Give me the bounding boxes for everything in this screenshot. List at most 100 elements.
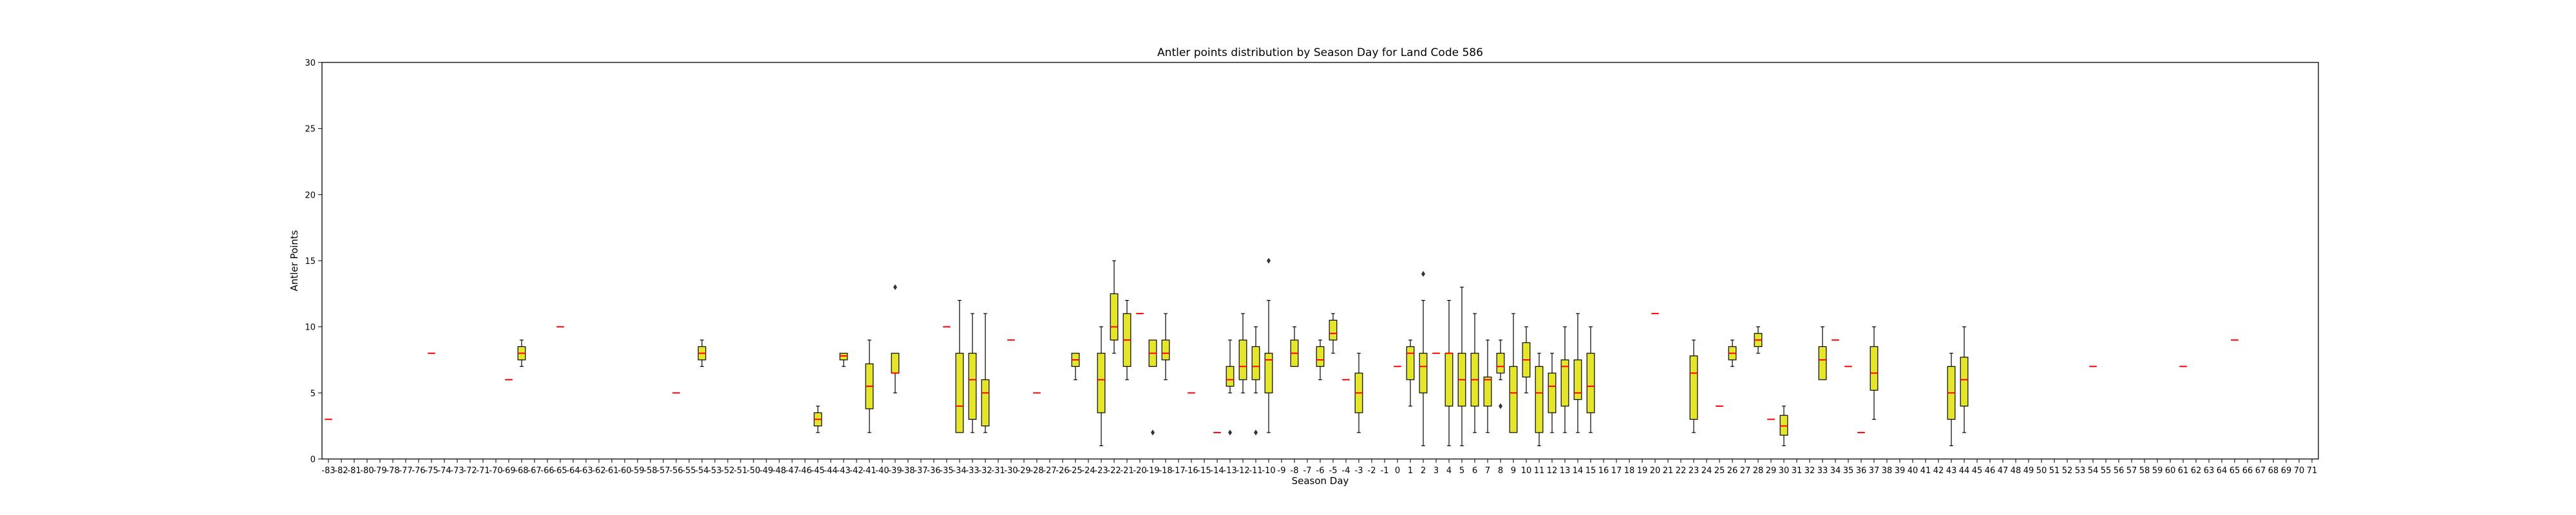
x-tick-label: -68 <box>515 466 528 476</box>
x-tick-label: 68 <box>2268 466 2279 476</box>
x-tick-label: 44 <box>1959 466 1970 476</box>
box-day--12 <box>1238 313 1247 393</box>
x-tick-label: 54 <box>2088 466 2099 476</box>
box-iqr <box>1329 319 1338 341</box>
y-tick-label: 5 <box>310 389 316 398</box>
x-tick-label: -50 <box>746 466 760 476</box>
y-tick-label: 30 <box>305 59 316 68</box>
box-iqr <box>891 353 900 374</box>
x-tick-label: -8 <box>1291 466 1299 476</box>
x-tick-label: 56 <box>2114 466 2125 476</box>
x-tick-label: -21 <box>1120 466 1133 476</box>
box-day-37 <box>1870 326 1879 420</box>
chart-title: Antler points distribution by Season Day… <box>1157 46 1483 59</box>
x-tick-label: 63 <box>2204 466 2215 476</box>
box-day--19 <box>1148 339 1157 436</box>
x-tick-label: -27 <box>1043 466 1056 476</box>
box-day--33 <box>968 313 977 433</box>
outlier-point <box>893 284 897 290</box>
x-tick-label: 31 <box>1792 466 1803 476</box>
box-day-2 <box>1419 271 1428 447</box>
box-day--22 <box>1110 260 1119 354</box>
x-tick-label: -66 <box>540 466 554 476</box>
x-tick-label: 16 <box>1598 466 1609 476</box>
y-axis-label: Antler Points <box>289 230 300 291</box>
x-tick-label: -25 <box>1068 466 1082 476</box>
box-iqr <box>1960 357 1969 407</box>
x-tick-label: 46 <box>1985 466 1996 476</box>
x-tick-label: -37 <box>914 466 927 476</box>
box-day-28 <box>1754 326 1763 354</box>
x-tick-label: 65 <box>2230 466 2240 476</box>
x-tick-label: -11 <box>1249 466 1262 476</box>
x-tick-label: -60 <box>618 466 631 476</box>
x-tick-label: 48 <box>2011 466 2022 476</box>
box-day-14 <box>1573 313 1582 433</box>
x-tick-label: 15 <box>1586 466 1596 476</box>
x-tick-label: 1 <box>1408 466 1413 476</box>
x-tick-label: 19 <box>1637 466 1648 476</box>
x-tick-label: 20 <box>1650 466 1661 476</box>
x-tick-label: -33 <box>965 466 979 476</box>
x-tick-label: 12 <box>1547 466 1558 476</box>
x-tick-label: -42 <box>849 466 863 476</box>
x-tick-label: -14 <box>1210 466 1224 476</box>
box-day-15 <box>1586 326 1595 433</box>
x-tick-label: 10 <box>1521 466 1532 476</box>
x-tick-label: -4 <box>1342 466 1350 476</box>
x-tick-label: -47 <box>785 466 799 476</box>
box-day--39 <box>891 284 900 393</box>
box-iqr <box>1419 353 1428 393</box>
x-tick-label: 9 <box>1511 466 1516 476</box>
x-tick-label: 60 <box>2165 466 2176 476</box>
x-tick-label: -76 <box>412 466 425 476</box>
box-day-6 <box>1470 313 1479 433</box>
x-tick-label: 62 <box>2191 466 2202 476</box>
x-tick-label: 50 <box>2036 466 2047 476</box>
box-iqr <box>1444 353 1454 407</box>
x-tick-label: -59 <box>630 466 644 476</box>
box-iqr <box>1238 339 1247 380</box>
box-iqr <box>1818 346 1827 380</box>
x-tick-label: 55 <box>2101 466 2112 476</box>
x-tick-label: -28 <box>1030 466 1043 476</box>
box-day--21 <box>1122 300 1132 380</box>
x-tick-label: 14 <box>1573 466 1584 476</box>
x-tick-label: 21 <box>1663 466 1674 476</box>
x-tick-label: -24 <box>1081 466 1095 476</box>
x-tick-label: 34 <box>1830 466 1841 476</box>
box-day-7 <box>1483 339 1492 433</box>
x-tick-label: -10 <box>1262 466 1275 476</box>
x-tick-label: 2 <box>1421 466 1426 476</box>
x-tick-label: -75 <box>424 466 438 476</box>
y-tick-label: 20 <box>305 191 316 200</box>
box-iqr <box>1535 366 1544 433</box>
x-tick-label: 6 <box>1472 466 1477 476</box>
box-iqr <box>1264 353 1273 393</box>
outlier-point <box>1499 403 1502 409</box>
box-iqr <box>968 353 977 420</box>
x-tick-label: 37 <box>1869 466 1880 476</box>
x-tick-label: 0 <box>1395 466 1400 476</box>
x-tick-label: -20 <box>1133 466 1146 476</box>
x-tick-label: -30 <box>1004 466 1018 476</box>
box-day--41 <box>865 339 874 433</box>
box-day--11 <box>1251 326 1260 436</box>
x-tick-label: 28 <box>1753 466 1764 476</box>
box-day-8 <box>1496 339 1505 409</box>
box-day-23 <box>1689 339 1698 433</box>
x-tick-label: 27 <box>1740 466 1751 476</box>
box-iqr <box>1226 366 1235 387</box>
x-tick-label: -36 <box>927 466 940 476</box>
box-day--23 <box>1097 326 1106 447</box>
x-tick-label: -52 <box>721 466 734 476</box>
x-tick-label: 33 <box>1817 466 1828 476</box>
x-tick-label: 17 <box>1611 466 1622 476</box>
box-day-9 <box>1509 313 1518 433</box>
y-tick-label: 0 <box>310 455 316 465</box>
x-tick-label: 23 <box>1689 466 1700 476</box>
box-day-30 <box>1779 406 1788 447</box>
x-tick-label: -48 <box>772 466 786 476</box>
box-day--6 <box>1316 339 1325 380</box>
